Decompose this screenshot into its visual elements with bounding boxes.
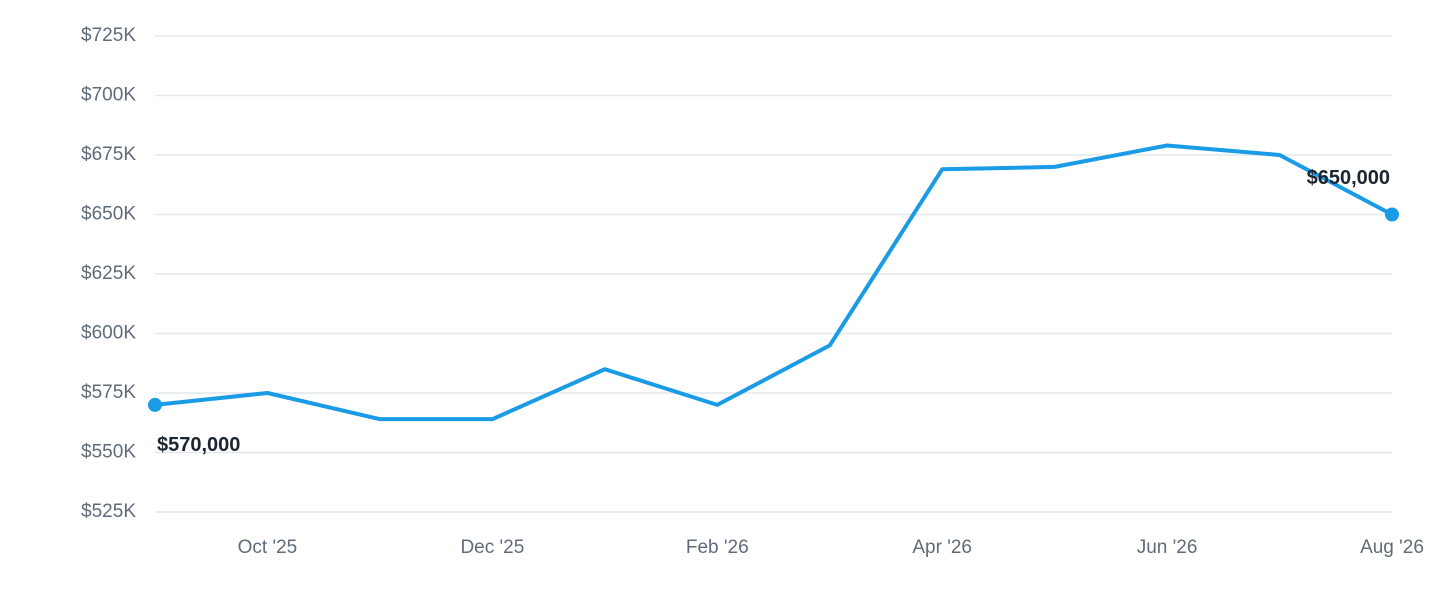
x-tick-label: Jun '26	[1137, 537, 1198, 558]
value-label: $650,000	[1307, 167, 1390, 189]
x-tick-label: Oct '25	[238, 537, 298, 558]
point-marker	[148, 397, 162, 412]
value-label: $570,000	[157, 434, 240, 456]
y-tick-label: $575K	[81, 382, 136, 403]
y-tick-label: $600K	[81, 323, 136, 344]
x-tick-label: Feb '26	[686, 537, 749, 558]
y-tick-label: $625K	[81, 263, 136, 284]
y-tick-label: $675K	[81, 144, 136, 165]
y-tick-label: $650K	[81, 204, 136, 225]
y-tick-label: $550K	[81, 442, 136, 463]
point-marker	[1385, 207, 1399, 222]
y-tick-label: $700K	[81, 85, 136, 106]
x-tick-label: Dec '25	[460, 537, 524, 558]
y-tick-label: $525K	[81, 501, 136, 522]
x-tick-label: Aug '26	[1360, 537, 1424, 558]
line	[154, 143, 1393, 422]
x-tick-label: Apr '26	[912, 537, 972, 558]
y-tick-label: $725K	[81, 25, 136, 46]
